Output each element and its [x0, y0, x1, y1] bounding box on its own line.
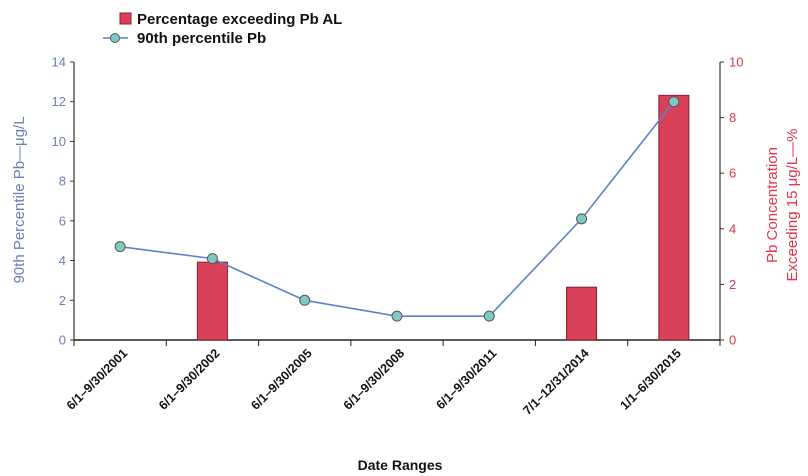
left-tick-label: 14 — [52, 55, 66, 70]
right-tick-label: 8 — [729, 110, 736, 125]
left-tick-label: 6 — [59, 213, 66, 228]
line-point — [576, 213, 588, 225]
line-point — [114, 241, 126, 253]
x-axis-title: Date Ranges — [358, 457, 443, 473]
line-point — [668, 96, 680, 108]
legend-bar-label: Percentage exceeding Pb AL — [137, 11, 342, 28]
plot-area: 0 2 4 6 8 10 12 14 0 2 4 6 8 10 6/1–9/30/2001 6/1–9/30/… — [52, 55, 744, 418]
x-tick-label: 6/1–9/30/2002 — [156, 346, 222, 412]
line-point — [391, 310, 403, 322]
left-tick-label: 0 — [59, 333, 66, 348]
left-tick-label: 2 — [59, 293, 66, 308]
bar — [196, 261, 228, 341]
legend-line-label: 90th percentile Pb — [137, 30, 266, 47]
left-tick-label: 12 — [52, 94, 66, 109]
legend: Percentage exceeding Pb AL 90th percenti… — [103, 11, 342, 47]
line-point — [483, 310, 495, 322]
x-tick-label: 6/1–9/30/2011 — [433, 346, 499, 412]
left-tick-label: 4 — [59, 253, 66, 268]
legend-bar-swatch — [119, 12, 132, 25]
right-tick-label: 10 — [729, 55, 743, 70]
right-y-axis-title-line2: Exceeding 15 μg/L—% — [784, 129, 801, 282]
x-tick-label: 7/1–12/31/2014 — [520, 346, 591, 417]
x-tick-label: 6/1–9/30/2001 — [64, 346, 130, 412]
bar — [658, 94, 690, 341]
x-tick-label: 6/1–9/30/2008 — [341, 346, 407, 412]
left-tick-label: 10 — [52, 134, 66, 149]
x-tick-label: 1/1–6/30/2015 — [618, 346, 684, 412]
line-point — [299, 294, 311, 306]
right-tick-label: 4 — [729, 221, 736, 236]
right-tick-label: 2 — [729, 277, 736, 292]
line-point — [206, 253, 218, 265]
bar — [566, 286, 598, 341]
right-y-axis-title-line1: Pb Concentration — [764, 147, 781, 263]
right-tick-label: 6 — [729, 166, 736, 181]
x-tick-label: 6/1–9/30/2005 — [248, 346, 314, 412]
legend-line-marker — [110, 33, 120, 43]
right-tick-label: 0 — [729, 333, 736, 348]
left-tick-label: 8 — [59, 174, 66, 189]
left-y-axis-title: 90th Percentile Pb—μg/L — [11, 116, 28, 283]
